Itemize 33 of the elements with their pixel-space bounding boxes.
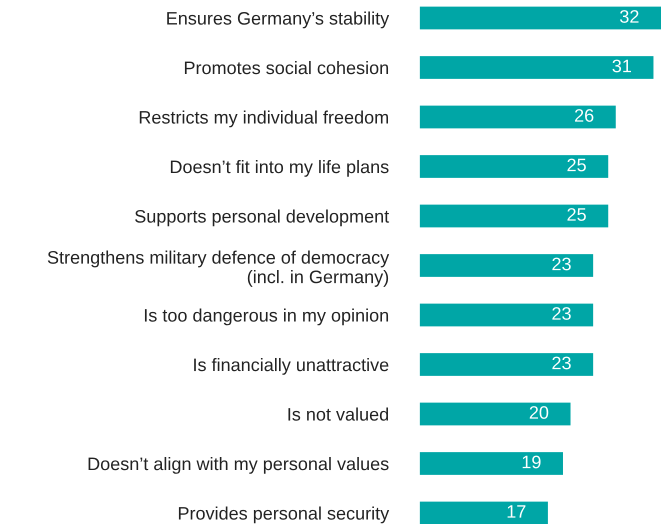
y-tick-label: Is not valued: [288, 407, 388, 421]
bar: [420, 353, 594, 376]
bar: [420, 304, 594, 326]
y-tick-label: Is financially unattractive: [194, 358, 388, 375]
data-label: 25: [567, 158, 586, 172]
data-label: 19: [522, 456, 541, 468]
data-label: 20: [530, 406, 548, 419]
data-label: 26: [575, 109, 594, 122]
bar: [420, 56, 654, 79]
bar: [420, 6, 661, 30]
bar: [420, 204, 608, 228]
bar: [420, 452, 563, 475]
data-label: 25: [567, 208, 586, 221]
y-tick-label: Restricts my individual freedom: [140, 110, 388, 128]
y-tick-label: Strengthens military defence of democracy (incl. in Germany): [48, 250, 390, 287]
bar: [420, 254, 594, 277]
data-label: 23: [552, 258, 571, 270]
bar: [420, 402, 571, 426]
y-tick-label: Promotes social cohesion: [184, 60, 388, 74]
data-label: 17: [508, 505, 526, 518]
data-label: 23: [552, 356, 571, 370]
y-tick-label: Is too dangerous in my opinion: [144, 308, 388, 326]
data-label: 23: [552, 307, 571, 320]
data-label: 32: [620, 10, 639, 23]
bar: [420, 155, 608, 178]
bar: [420, 106, 616, 128]
data-label: 31: [612, 60, 631, 72]
y-tick-label: Doesn’t fit into my life plans: [170, 160, 389, 177]
y-tick-label: Ensures Germany’s stability: [167, 11, 390, 28]
y-tick-label: Supports personal development: [135, 209, 390, 226]
y-tick-label: Doesn’t align with my personal values: [88, 456, 389, 474]
bar: [420, 502, 548, 524]
y-tick-label: Provides personal security: [178, 506, 390, 524]
